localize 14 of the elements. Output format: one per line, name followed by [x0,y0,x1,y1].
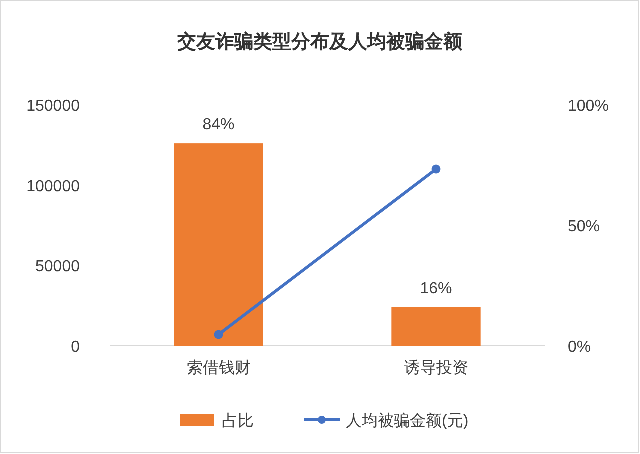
y-tick-label: 150000 [26,98,80,115]
data-label: 84% [202,116,235,134]
x-tick-label: 索借钱财 [186,359,251,377]
y2-tick-label: 50% [568,218,600,236]
data-label: 16% [420,280,452,298]
legend-label: 人均被骗金额(元) [346,412,469,430]
chart-title: 交友诈骗类型分布及人均被骗金额 [176,31,464,53]
y-tick-label: 50000 [36,258,80,276]
y-tick-label: 0 [71,339,80,356]
y-tick-label: 100000 [26,178,80,196]
x-tick-label: 诱导投资 [404,359,468,377]
y2-tick-label: 100% [568,98,609,115]
y2-tick-label: 0% [568,339,592,356]
legend-label: 占比 [222,412,254,430]
